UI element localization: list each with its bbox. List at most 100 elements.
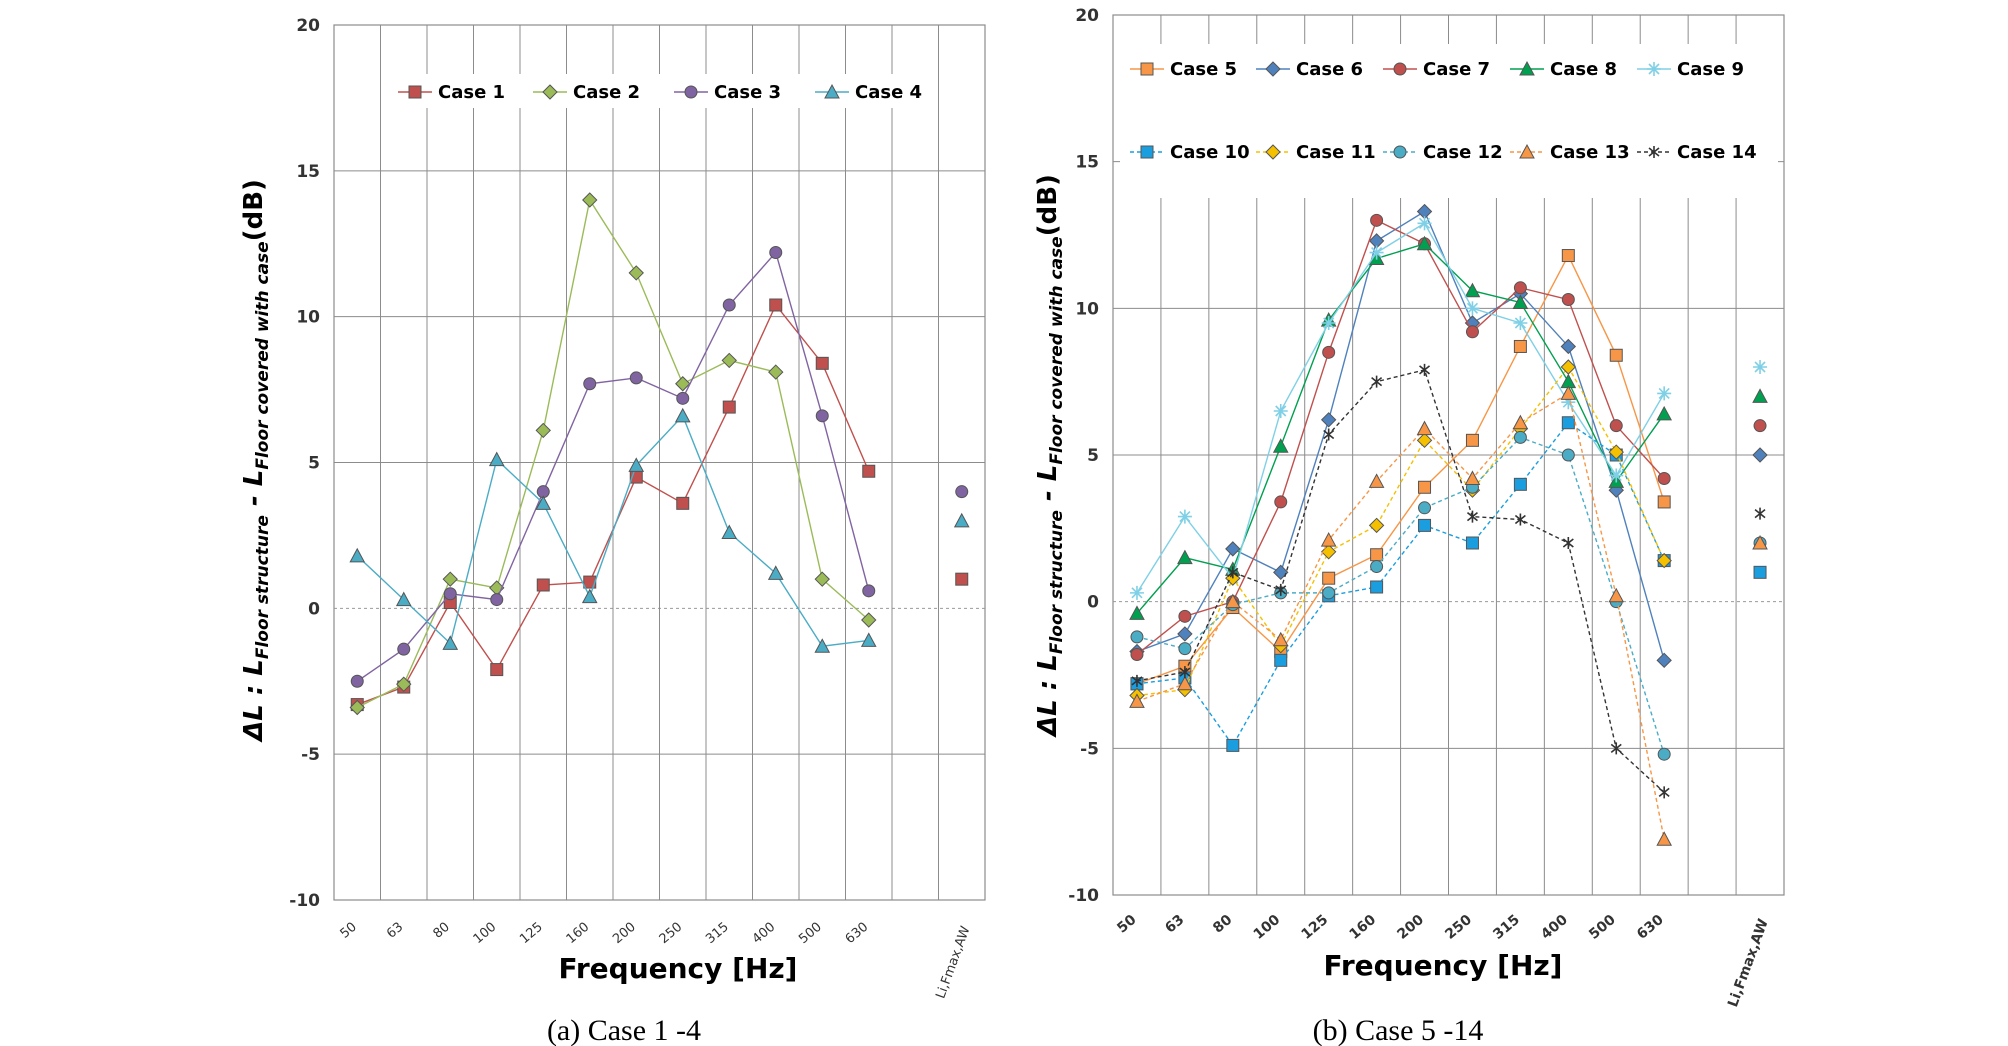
data-point (1130, 647, 1144, 661)
x-tick-label: 100 (471, 920, 500, 947)
x-tick-label: 160 (1346, 912, 1379, 943)
x-tick-label: 200 (610, 920, 639, 947)
caption: (b) Case 5 -14 (1313, 1014, 1484, 1046)
data-point (1465, 536, 1479, 550)
data-point (1560, 385, 1577, 400)
y-tick-label: 20 (1075, 6, 1099, 26)
data-point (722, 400, 736, 414)
data-point (675, 376, 691, 392)
data-point (1465, 325, 1479, 339)
legend-entry: Case 14 (1637, 142, 1757, 163)
data-point (1129, 585, 1144, 600)
data-point (1274, 495, 1288, 509)
data-point (442, 635, 459, 650)
data-point (1609, 419, 1623, 433)
data-point (1129, 693, 1145, 708)
data-point (1464, 282, 1481, 298)
data-point (676, 391, 690, 405)
data-point (1656, 831, 1673, 846)
x-tick-label: 80 (431, 920, 453, 942)
legend-marker (1140, 62, 1154, 76)
data-point (1416, 432, 1433, 449)
data-point (1416, 235, 1433, 251)
legend-label: Case 4 (855, 82, 922, 103)
legend-entry: Case 5 (1130, 59, 1237, 80)
x-tick-label: 63 (384, 920, 406, 942)
data-point (629, 371, 643, 385)
x-tick-label: 630 (843, 920, 872, 947)
x-tick-label: 250 (657, 920, 686, 947)
data-point (1226, 738, 1240, 752)
y-axis-label-part: Floor covered with case (1047, 236, 1067, 464)
legend-entry: Case 3 (674, 82, 781, 103)
series-case-4 (349, 407, 970, 653)
data-point (583, 575, 597, 589)
data-point (1322, 586, 1336, 600)
legend-label: Case 5 (1170, 59, 1237, 80)
legend-entry: Case 4 (815, 82, 922, 103)
legend-marker (1265, 144, 1281, 160)
legend-label: Case 2 (573, 82, 640, 103)
x-tick-label: 160 (564, 920, 593, 947)
data-point (1465, 301, 1480, 316)
legend-marker (1393, 62, 1407, 76)
data-point (628, 265, 644, 281)
series-line (1136, 365, 1665, 697)
data-point (1320, 412, 1337, 428)
data-point (1562, 537, 1574, 549)
series-line (356, 198, 870, 709)
data-point (814, 571, 830, 587)
data-point (1416, 420, 1433, 436)
data-point (1464, 470, 1481, 485)
data-point (1370, 213, 1384, 227)
data-point (535, 495, 552, 510)
data-point (1371, 375, 1383, 388)
data-point (769, 246, 783, 259)
x-tick-label: 50 (338, 920, 360, 942)
legend-marker (824, 83, 840, 99)
y-tick-label: -5 (301, 745, 320, 765)
legend-entry: Case 11 (1256, 142, 1376, 163)
data-point (1418, 480, 1432, 494)
legend-label: Case 9 (1677, 59, 1744, 80)
data-point (1178, 642, 1192, 656)
x-tick-label: 250 (1442, 912, 1475, 943)
y-tick-label: 15 (1075, 153, 1099, 173)
data-point (722, 298, 736, 312)
y-tick-label: -10 (1068, 886, 1099, 906)
data-point (1369, 245, 1384, 260)
data-point-single (1753, 360, 1768, 374)
data-point (1418, 501, 1432, 515)
data-point (1513, 477, 1527, 491)
data-point (582, 192, 598, 208)
data-point (1658, 786, 1670, 799)
data-point (721, 524, 738, 539)
data-point-single (953, 512, 970, 528)
data-point (396, 676, 412, 692)
x-tick-label: 315 (703, 920, 732, 947)
legend-marker (1647, 62, 1661, 76)
data-point (1657, 471, 1671, 485)
data-point (1514, 513, 1526, 526)
data-point (1370, 580, 1384, 594)
x-tick-label: 63 (1162, 912, 1187, 937)
data-point (815, 409, 829, 423)
legend-marker (1648, 146, 1660, 158)
data-point (1177, 549, 1193, 565)
legend-label: Case 7 (1423, 59, 1490, 80)
series-case-3 (350, 246, 969, 688)
data-point (397, 642, 411, 656)
series-line (1136, 219, 1665, 656)
data-point (1129, 605, 1145, 620)
series-case-9 (1129, 216, 1768, 600)
x-tick-label-extra: Li,Fmax,AW (933, 924, 973, 1001)
data-point (349, 547, 366, 563)
legend-marker (1519, 60, 1535, 76)
y-axis-label-part: ΔL : L (239, 659, 269, 743)
data-point (1370, 559, 1384, 573)
series-case-11 (1129, 359, 1672, 704)
data-point (1275, 583, 1287, 596)
data-point (1657, 386, 1672, 401)
legend-label: Case 8 (1550, 59, 1617, 80)
